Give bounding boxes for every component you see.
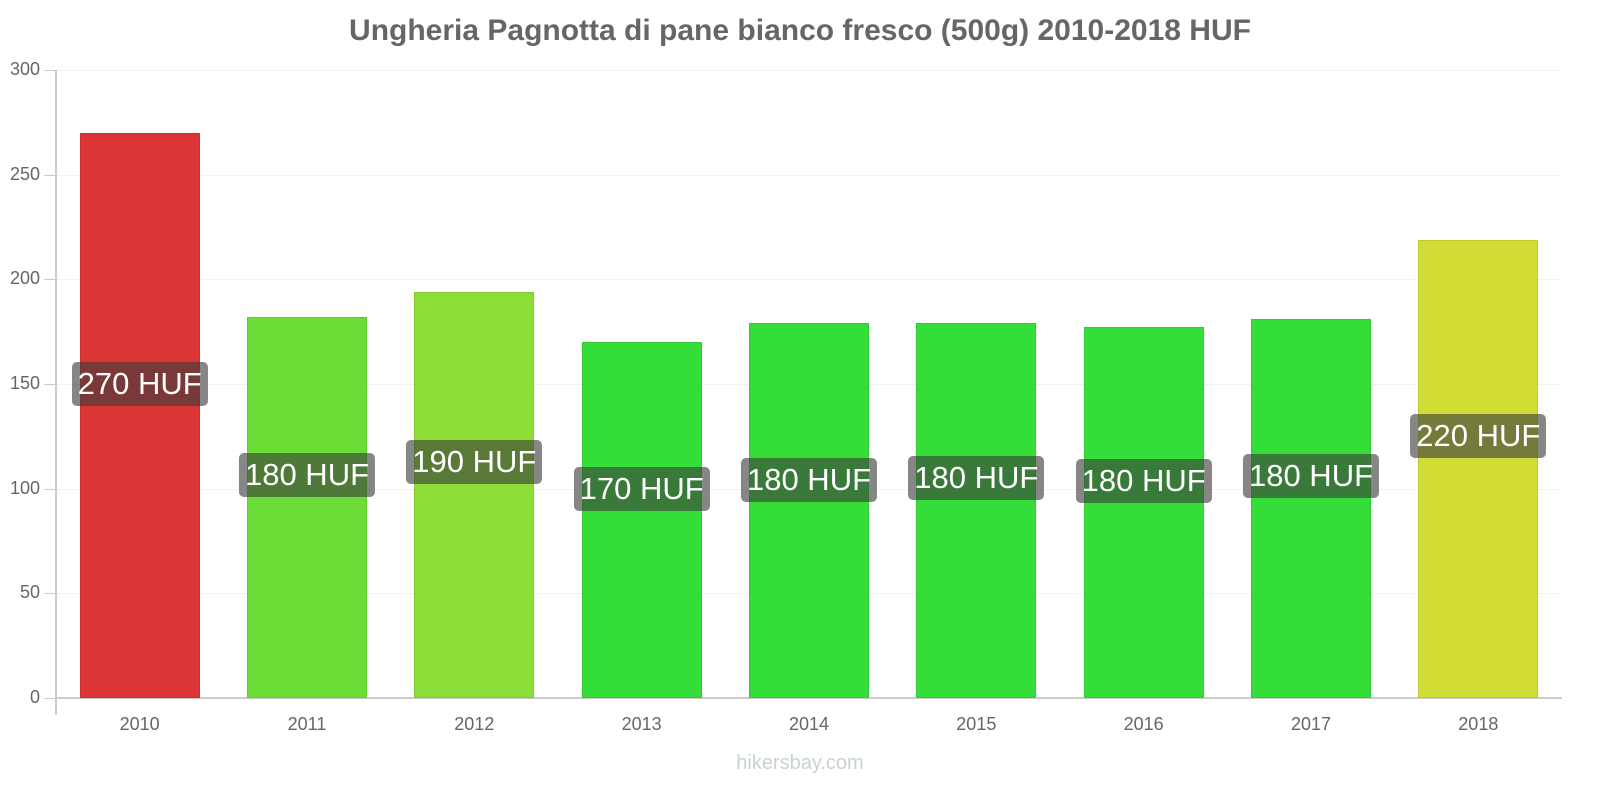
y-tick-mark [44, 384, 55, 385]
y-tick-label: 200 [9, 268, 40, 288]
y-axis-line [55, 70, 57, 715]
y-tick-label: 0 [29, 687, 40, 707]
bar-2011[interactable] [247, 317, 367, 698]
x-tick-label: 2012 [454, 714, 495, 734]
bar-value-label: 190 HUF [406, 440, 543, 484]
y-tick-mark [44, 593, 55, 594]
bar-value-label: 180 HUF [740, 458, 878, 502]
y-tick-mark [44, 70, 55, 71]
gridline [57, 70, 1562, 71]
y-tick-label: 150 [9, 373, 40, 393]
chart-title: Ungheria Pagnotta di pane bianco fresco … [349, 14, 1251, 47]
y-tick-mark [44, 279, 55, 280]
gridline [57, 279, 1562, 280]
gridline [57, 175, 1562, 176]
y-tick-mark [44, 698, 55, 699]
bar-2018[interactable] [1418, 239, 1539, 698]
x-tick-label: 2010 [119, 714, 160, 734]
y-tick-mark [44, 489, 55, 490]
bar-value-label: 180 HUF [1242, 454, 1380, 498]
x-tick-label: 2014 [788, 714, 830, 734]
source-watermark: hikersbay.com [736, 752, 864, 774]
bar-2013[interactable] [581, 342, 702, 698]
bar-value-label: 170 HUF [573, 467, 710, 511]
bar-2015[interactable] [916, 323, 1037, 698]
x-tick-label: 2018 [1458, 714, 1499, 734]
bar-value-label: 270 HUF [71, 362, 208, 406]
x-tick-label: 2013 [621, 714, 662, 734]
x-tick-label: 2016 [1123, 714, 1164, 734]
bar-2017[interactable] [1251, 319, 1371, 698]
y-tick-label: 250 [9, 164, 40, 184]
bar-2012[interactable] [414, 291, 535, 698]
x-axis-line [55, 697, 1562, 699]
x-tick-label: 2017 [1290, 714, 1332, 734]
bar-value-label: 220 HUF [1410, 414, 1547, 458]
bar-value-label: 180 HUF [238, 453, 376, 497]
y-tick-label: 100 [9, 478, 40, 498]
x-tick-label: 2015 [956, 714, 997, 734]
x-tick-label: 2011 [287, 714, 327, 734]
y-tick-label: 300 [9, 59, 40, 79]
bar-value-label: 180 HUF [908, 456, 1045, 500]
y-tick-mark [44, 175, 55, 176]
bar-2014[interactable] [749, 323, 869, 698]
y-tick-label: 50 [19, 582, 40, 602]
bar-2016[interactable] [1083, 327, 1204, 698]
bar-value-label: 180 HUF [1075, 459, 1212, 503]
bar-2010[interactable] [79, 132, 200, 698]
